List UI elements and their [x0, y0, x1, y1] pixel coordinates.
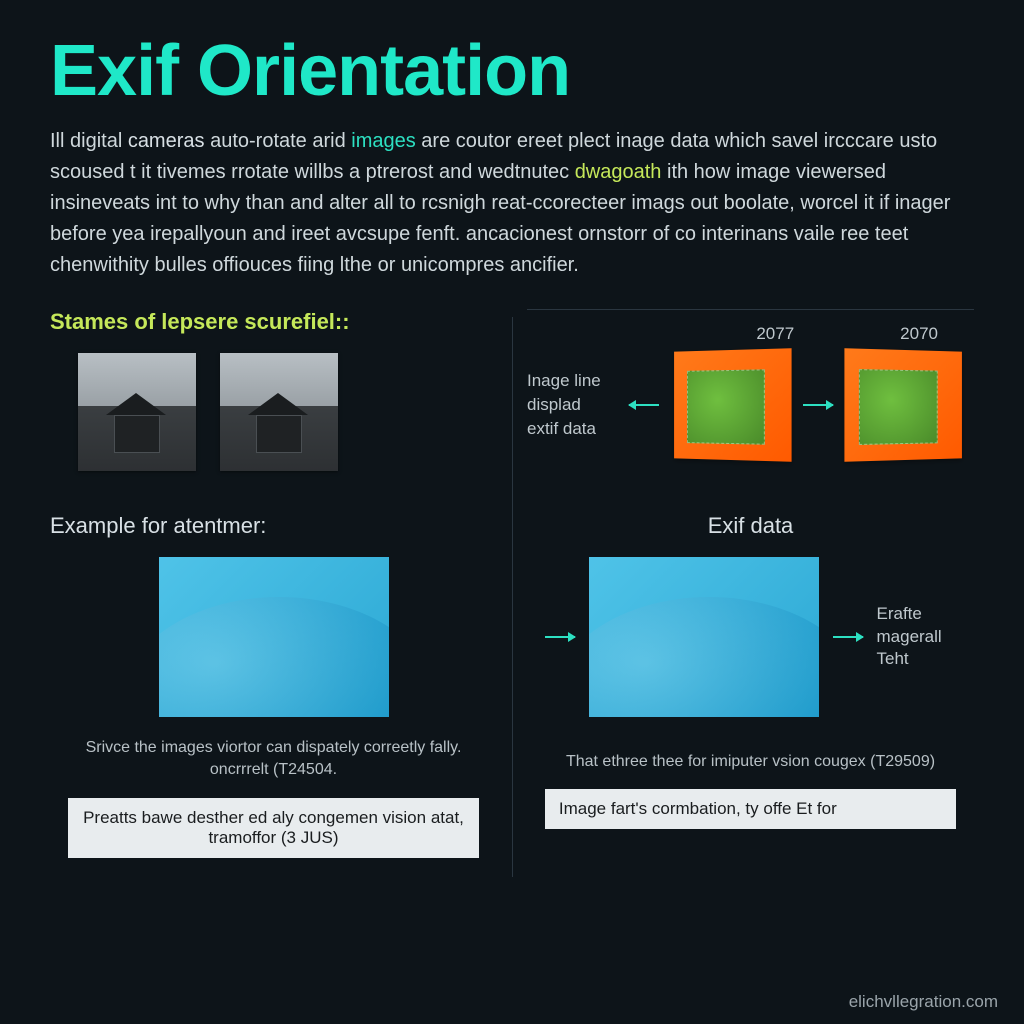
side-label-line: magerall: [877, 626, 957, 649]
side-label-line: Erafte: [877, 603, 957, 626]
watermark: elichvllegration.com: [849, 992, 998, 1012]
orientation-box: [674, 348, 791, 462]
left-caption: Srivce the images viortor can dispately …: [50, 737, 497, 782]
diagram-label-line: extif data: [527, 417, 617, 441]
intro-text: auto-rotate arid: [205, 130, 352, 152]
right-bottom-panel: Exif data Erafte magerall Teht That ethr…: [527, 513, 974, 858]
orientation-diagram-row: Inage line displad extif data: [527, 350, 974, 460]
intro-paragraph: Ill digital cameras auto-rotate arid ima…: [50, 126, 974, 281]
arrow-right-icon: [545, 636, 575, 638]
year-label: 2077: [756, 324, 794, 344]
vertical-divider: [512, 317, 513, 877]
intro-hl: cameras: [128, 130, 205, 152]
right-top-panel: 2077 2070 Inage line displad extif data: [527, 309, 974, 471]
arrow-right-icon: [833, 636, 863, 638]
left-bottom-heading: Example for atentmer:: [50, 513, 497, 539]
intro-hl: dwagoath: [575, 161, 662, 183]
exif-image-rect: [589, 557, 819, 717]
intro-text: Ill digital: [50, 130, 128, 152]
arrow-left-icon: [629, 404, 659, 406]
inner-image-patch: [687, 369, 765, 444]
exif-side-labels: Erafte magerall Teht: [877, 603, 957, 672]
diagram-label-line: Inage line: [527, 369, 617, 393]
orientation-box: [844, 348, 961, 462]
horizontal-divider: [527, 309, 974, 310]
left-top-heading: Stames of lepsere scurefiel::: [50, 309, 497, 335]
exif-diagram: Erafte magerall Teht: [527, 557, 974, 717]
diagram-labels: Inage line displad extif data: [527, 369, 617, 440]
year-label: 2070: [900, 324, 938, 344]
right-caption: That ethree thee for imiputer vsion coug…: [527, 751, 974, 773]
inner-image-patch: [859, 369, 938, 445]
right-bottom-heading: Exif data: [527, 513, 974, 539]
page-title: Exif Orientation: [50, 30, 974, 112]
left-bottom-panel: Example for atentmer: Srivce the images …: [50, 513, 497, 858]
side-label-line: Teht: [877, 648, 957, 671]
thumbnail-image: [78, 353, 196, 471]
example-image-rect: [159, 557, 389, 717]
intro-hl: images: [351, 130, 415, 152]
thumbnail-image: [220, 353, 338, 471]
arrow-right-icon: [803, 404, 833, 406]
left-top-panel: Stames of lepsere scurefiel::: [50, 309, 497, 471]
thumbnail-row: [50, 353, 497, 471]
left-info-bar: Preatts bawe desther ed aly congemen vis…: [68, 798, 479, 858]
content-grid: Stames of lepsere scurefiel:: 2077 2070 …: [50, 309, 974, 858]
right-info-bar: Image fart's cormbation, ty offe Et for: [545, 789, 956, 829]
diagram-label-line: displad: [527, 393, 617, 417]
year-labels: 2077 2070: [527, 324, 974, 344]
